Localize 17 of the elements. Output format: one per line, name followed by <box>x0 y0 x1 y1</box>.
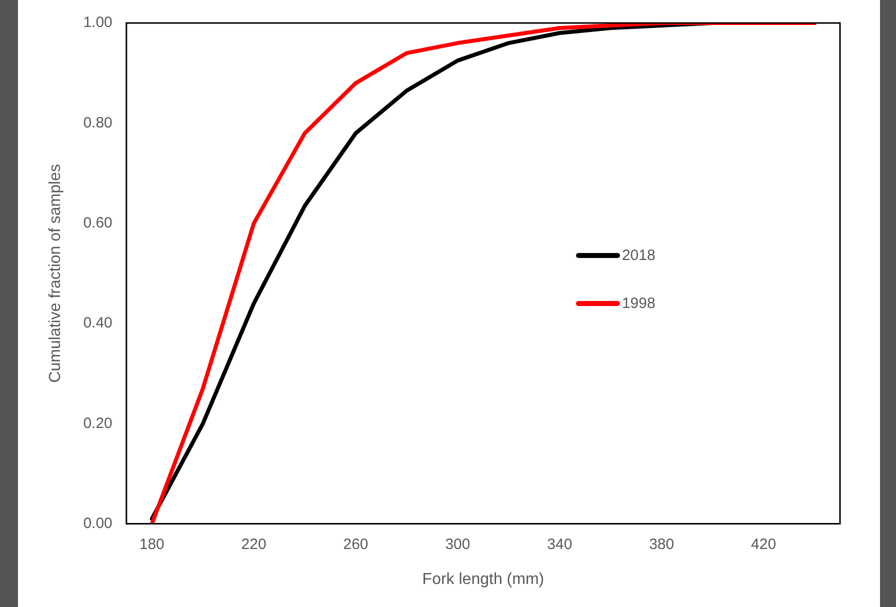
legend-label: 1998 <box>622 294 656 312</box>
y-tick-label: 0.60 <box>83 214 112 232</box>
x-tick-label: 380 <box>649 536 674 553</box>
y-tick-label: 0.80 <box>83 114 112 132</box>
x-axis-title: Fork length (mm) <box>422 570 544 588</box>
y-tick-label: 0.20 <box>83 414 112 432</box>
x-tick-label: 180 <box>139 536 164 553</box>
x-tick-label: 220 <box>241 536 266 553</box>
y-tick-label: 0.00 <box>83 514 112 532</box>
x-tick-label: 260 <box>343 536 368 553</box>
x-tick-label: 420 <box>751 536 776 553</box>
y-tick-label: 1.00 <box>83 14 112 32</box>
legend-label: 2018 <box>622 246 656 264</box>
y-tick-label: 0.40 <box>83 314 112 332</box>
x-tick-label: 340 <box>547 536 572 553</box>
y-axis-title: Cumulative fraction of samples <box>47 164 64 383</box>
x-tick-label: 300 <box>445 536 470 553</box>
